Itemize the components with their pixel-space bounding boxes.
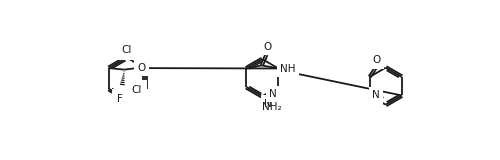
Text: F: F	[117, 94, 123, 104]
Text: NH₂: NH₂	[262, 102, 282, 112]
Text: N: N	[372, 90, 380, 100]
Text: N: N	[269, 89, 277, 99]
Text: Cl: Cl	[132, 85, 142, 95]
Text: O: O	[263, 42, 272, 52]
Text: O: O	[138, 63, 145, 73]
Text: O: O	[372, 55, 380, 65]
Text: NH: NH	[280, 64, 296, 74]
Text: Cl: Cl	[122, 45, 132, 55]
Text: N: N	[264, 99, 272, 108]
